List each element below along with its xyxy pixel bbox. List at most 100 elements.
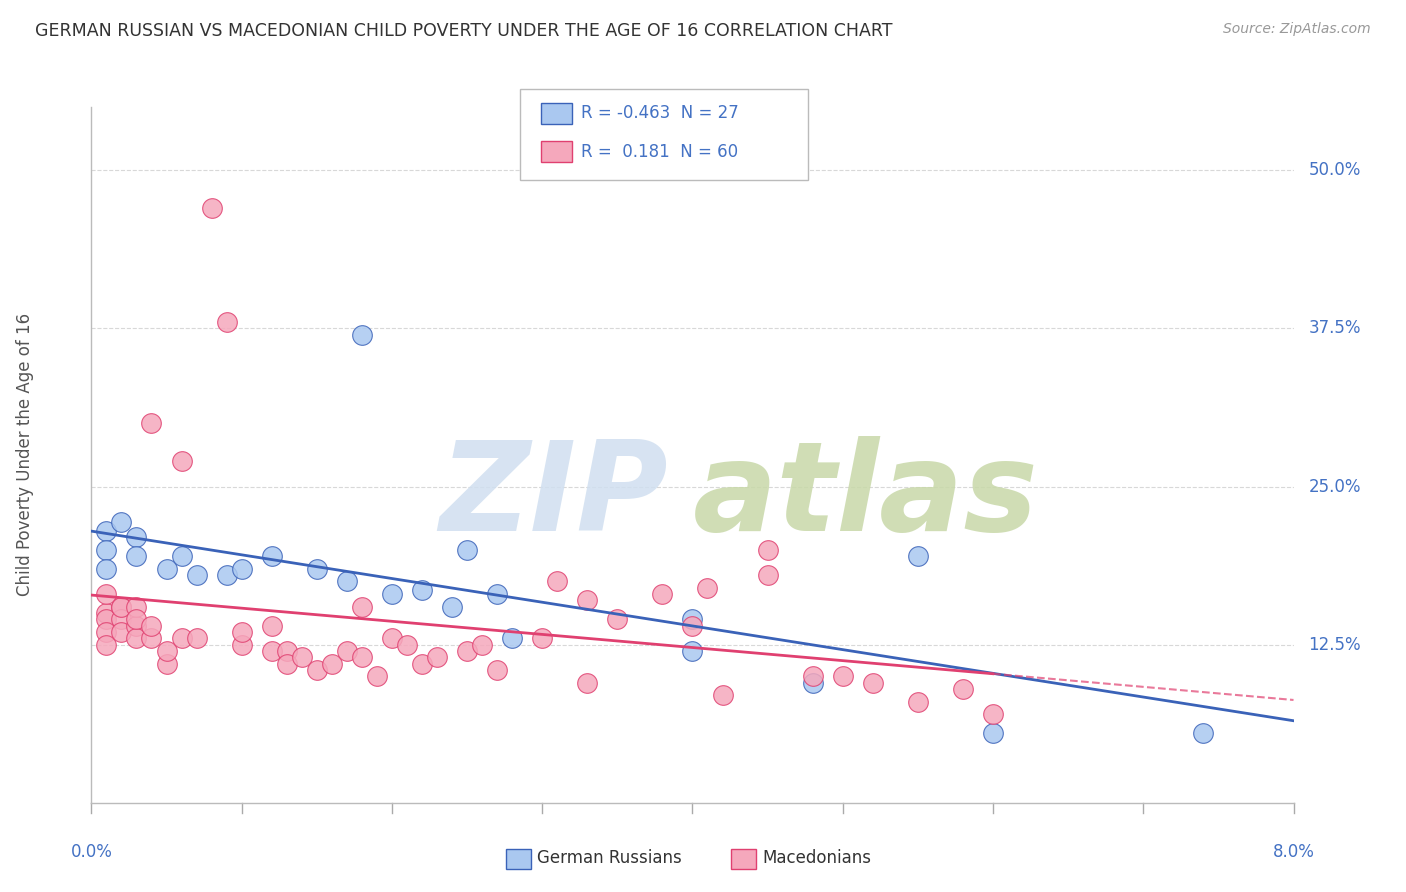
Point: [110, 599, 132, 614]
Point: [456, 542, 478, 557]
Point: [801, 675, 824, 690]
Point: [501, 632, 523, 646]
Point: [231, 625, 253, 640]
Point: [471, 638, 494, 652]
Point: [125, 618, 148, 632]
Point: [981, 707, 1004, 722]
Text: Macedonians: Macedonians: [762, 849, 872, 867]
Point: [170, 632, 193, 646]
Text: 37.5%: 37.5%: [1309, 319, 1361, 337]
Point: [141, 618, 163, 632]
Text: 8.0%: 8.0%: [1272, 843, 1315, 862]
Point: [426, 650, 449, 665]
Point: [440, 599, 463, 614]
Point: [96, 562, 118, 576]
Text: R =  0.181  N = 60: R = 0.181 N = 60: [581, 143, 738, 161]
Point: [576, 593, 599, 607]
Point: [907, 549, 929, 563]
Text: 50.0%: 50.0%: [1309, 161, 1361, 179]
Point: [186, 568, 208, 582]
Point: [155, 657, 177, 671]
Point: [756, 542, 779, 557]
Point: [125, 632, 148, 646]
Point: [110, 515, 132, 529]
Point: [486, 587, 509, 601]
Point: [366, 669, 388, 683]
Point: [260, 644, 283, 658]
Point: [110, 625, 132, 640]
Point: [305, 663, 328, 677]
Point: [411, 657, 433, 671]
Point: [801, 669, 824, 683]
Text: 25.0%: 25.0%: [1309, 477, 1361, 496]
Point: [321, 657, 343, 671]
Point: [170, 549, 193, 563]
Point: [110, 612, 132, 626]
Point: [576, 675, 599, 690]
Point: [125, 612, 148, 626]
Point: [276, 657, 298, 671]
Point: [395, 638, 418, 652]
Point: [276, 644, 298, 658]
Point: [531, 632, 554, 646]
Point: [260, 618, 283, 632]
Point: [141, 632, 163, 646]
Text: R = -0.463  N = 27: R = -0.463 N = 27: [581, 104, 738, 122]
Text: Child Poverty Under the Age of 16: Child Poverty Under the Age of 16: [17, 313, 34, 597]
Point: [952, 681, 974, 696]
Point: [651, 587, 673, 601]
Point: [96, 638, 118, 652]
Point: [186, 632, 208, 646]
Text: atlas: atlas: [692, 436, 1038, 558]
Point: [907, 695, 929, 709]
Point: [155, 562, 177, 576]
Point: [170, 454, 193, 468]
Point: [201, 201, 224, 215]
Point: [260, 549, 283, 563]
Point: [96, 587, 118, 601]
Point: [546, 574, 568, 589]
Text: German Russians: German Russians: [537, 849, 682, 867]
Point: [231, 562, 253, 576]
Point: [606, 612, 628, 626]
Point: [231, 638, 253, 652]
Text: 12.5%: 12.5%: [1309, 636, 1361, 654]
Point: [305, 562, 328, 576]
Point: [1192, 726, 1215, 740]
Text: ZIP: ZIP: [440, 436, 668, 558]
Point: [381, 587, 404, 601]
Point: [381, 632, 404, 646]
Point: [96, 542, 118, 557]
Point: [336, 574, 359, 589]
Point: [696, 581, 718, 595]
Point: [125, 549, 148, 563]
Point: [125, 530, 148, 544]
Point: [96, 524, 118, 538]
Point: [756, 568, 779, 582]
Point: [291, 650, 314, 665]
Point: [456, 644, 478, 658]
Point: [215, 568, 238, 582]
Point: [141, 417, 163, 431]
Point: [125, 599, 148, 614]
Text: GERMAN RUSSIAN VS MACEDONIAN CHILD POVERTY UNDER THE AGE OF 16 CORRELATION CHART: GERMAN RUSSIAN VS MACEDONIAN CHILD POVER…: [35, 22, 893, 40]
Point: [110, 599, 132, 614]
Point: [411, 583, 433, 598]
Point: [350, 650, 373, 665]
Point: [350, 599, 373, 614]
Point: [681, 618, 703, 632]
Point: [711, 688, 734, 702]
Point: [336, 644, 359, 658]
Point: [96, 606, 118, 620]
Text: Source: ZipAtlas.com: Source: ZipAtlas.com: [1223, 22, 1371, 37]
Point: [155, 644, 177, 658]
Point: [215, 315, 238, 329]
Point: [96, 625, 118, 640]
Point: [981, 726, 1004, 740]
Text: 0.0%: 0.0%: [70, 843, 112, 862]
Point: [681, 612, 703, 626]
Point: [831, 669, 853, 683]
Point: [96, 612, 118, 626]
Point: [486, 663, 509, 677]
Point: [681, 644, 703, 658]
